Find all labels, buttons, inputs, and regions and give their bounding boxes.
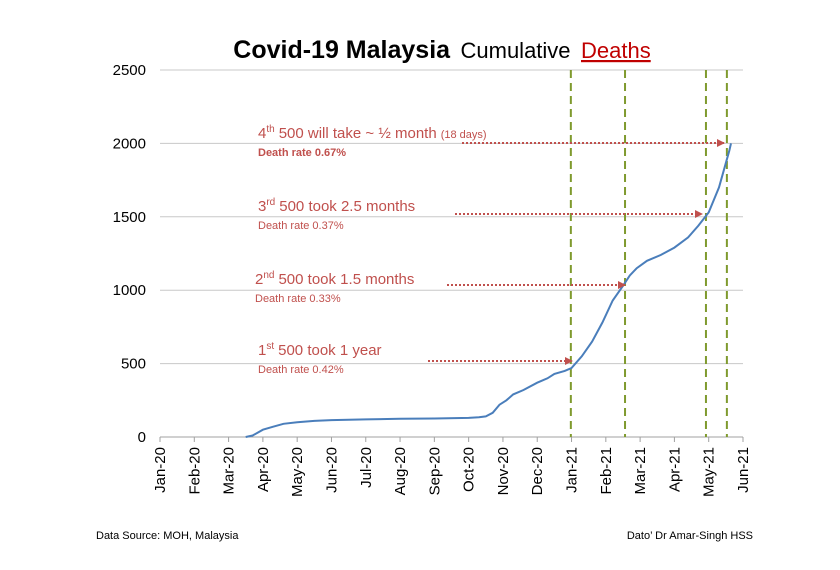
annotation-text: 500 took 1 year bbox=[278, 342, 381, 359]
x-tick-label: May-20 bbox=[289, 447, 306, 497]
annotation-lead: 1 bbox=[258, 342, 266, 359]
x-tick-label: Apr-20 bbox=[255, 447, 272, 492]
x-tick-label: Sep-20 bbox=[426, 447, 443, 495]
death-rate: Death rate 0.67% bbox=[258, 147, 346, 159]
x-tick-label: Feb-20 bbox=[186, 447, 203, 495]
x-tick-label: May-21 bbox=[701, 447, 718, 497]
title-highlight: Deaths bbox=[581, 38, 651, 63]
x-tick-label: Aug-20 bbox=[392, 447, 409, 495]
y-tick-label: 0 bbox=[138, 429, 146, 446]
death-rate: Death rate 0.42% bbox=[258, 364, 344, 376]
y-tick-label: 2000 bbox=[113, 135, 146, 152]
annotation-text: 500 took 1.5 months bbox=[278, 271, 414, 288]
annotation-note: (18 days) bbox=[441, 129, 487, 141]
annotation-sup: th bbox=[266, 124, 274, 135]
annotation-sup: nd bbox=[263, 270, 274, 281]
title-normal: Cumulative bbox=[461, 38, 571, 63]
y-tick-label: 1500 bbox=[113, 209, 146, 226]
title-bold: Covid-19 Malaysia bbox=[233, 36, 451, 64]
annotation-sup: rd bbox=[266, 197, 275, 208]
credit: Dato’ Dr Amar-Singh HSS bbox=[627, 530, 753, 542]
x-tick-label: Mar-20 bbox=[221, 447, 238, 495]
annotation-text: 500 took 2.5 months bbox=[279, 198, 415, 215]
y-tick-label: 1000 bbox=[113, 282, 146, 299]
annotation-sup: st bbox=[266, 341, 274, 352]
y-tick-label: 2500 bbox=[113, 62, 146, 79]
source: Data Source: MOH, Malaysia bbox=[96, 530, 239, 542]
death-rate: Death rate 0.33% bbox=[255, 293, 341, 305]
annotation: 3rd 500 took 2.5 months bbox=[258, 197, 415, 215]
y-tick-label: 500 bbox=[121, 356, 146, 373]
annotation: 4th 500 will take ~ ½ month (18 days) bbox=[258, 124, 487, 142]
x-tick-label: Jul-20 bbox=[358, 447, 375, 488]
x-tick-label: Jun-21 bbox=[735, 447, 752, 493]
x-tick-label: Mar-21 bbox=[632, 447, 649, 495]
x-tick-label: Nov-20 bbox=[495, 447, 512, 495]
x-tick-label: Jan-20 bbox=[152, 447, 169, 493]
x-tick-label: Oct-20 bbox=[461, 447, 478, 492]
annotation: 2nd 500 took 1.5 months bbox=[255, 270, 414, 288]
x-tick-label: Jan-21 bbox=[564, 447, 581, 493]
annotation-text: 500 will take ~ ½ month bbox=[279, 125, 437, 142]
data-line bbox=[245, 143, 732, 438]
annotation-lead: 3 bbox=[258, 198, 266, 215]
x-tick-label: Dec-20 bbox=[529, 447, 546, 495]
x-tick-label: Feb-21 bbox=[598, 447, 615, 495]
chart-title: Covid-19 Malaysia Cumulative Deaths bbox=[233, 36, 650, 64]
annotation-lead: 2 bbox=[255, 271, 263, 288]
annotation: 1st 500 took 1 year bbox=[258, 341, 382, 359]
x-tick-label: Jun-20 bbox=[323, 447, 340, 493]
x-tick-label: Apr-21 bbox=[666, 447, 683, 492]
annotation-lead: 4 bbox=[258, 125, 266, 142]
death-rate: Death rate 0.37% bbox=[258, 220, 344, 232]
